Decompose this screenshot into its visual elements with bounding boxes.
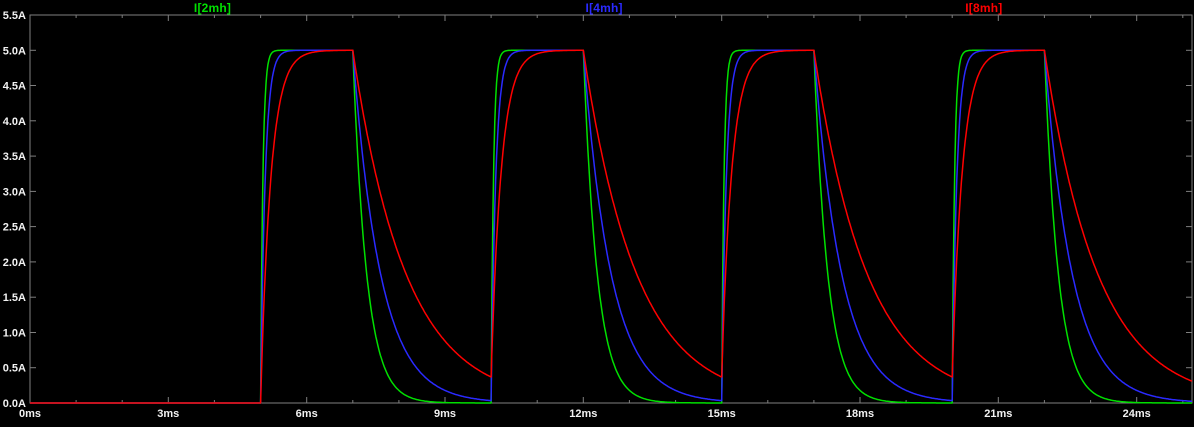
y-tick-label: 1.0A	[3, 328, 26, 340]
x-tick-label: 3ms	[157, 408, 179, 420]
y-tick-label: 5.5A	[3, 10, 26, 22]
trace-label-4mh[interactable]: I[4mh]	[585, 1, 623, 15]
y-tick-label: 0.0A	[3, 398, 26, 410]
x-tick-label: 18ms	[846, 408, 874, 420]
x-tick-label: 0ms	[19, 408, 41, 420]
plot-border	[29, 14, 1193, 404]
trace-I[2mh]	[30, 49, 1192, 404]
y-tick-label: 3.5A	[3, 151, 26, 163]
x-tick-label: 6ms	[296, 408, 318, 420]
x-tick-label: 12ms	[569, 408, 597, 420]
trace-I[4mh]	[30, 49, 1193, 404]
y-tick-label: 4.5A	[3, 81, 26, 93]
x-tick-label: 21ms	[984, 408, 1012, 420]
y-tick-label: 1.5A	[3, 292, 26, 304]
y-tick-label: 0.5A	[3, 363, 26, 375]
trace-I[8mh]	[30, 49, 1193, 404]
x-tick-label: 9ms	[434, 408, 456, 420]
y-tick-label: 5.0A	[3, 45, 26, 57]
trace-label-2mh[interactable]: I[2mh]	[193, 1, 232, 15]
y-tick-label: 4.0A	[3, 116, 26, 128]
x-tick-label: 15ms	[708, 408, 736, 420]
y-tick-label: 2.5A	[3, 222, 26, 234]
y-tick-label: 2.0A	[3, 257, 26, 269]
trace-legend: I[2mh] I[4mh] I[8mh]	[0, 0, 1194, 15]
y-tick-label: 3.0A	[3, 186, 26, 198]
trace-label-8mh[interactable]: I[8mh]	[965, 1, 1003, 15]
x-tick-label: 24ms	[1123, 408, 1151, 420]
